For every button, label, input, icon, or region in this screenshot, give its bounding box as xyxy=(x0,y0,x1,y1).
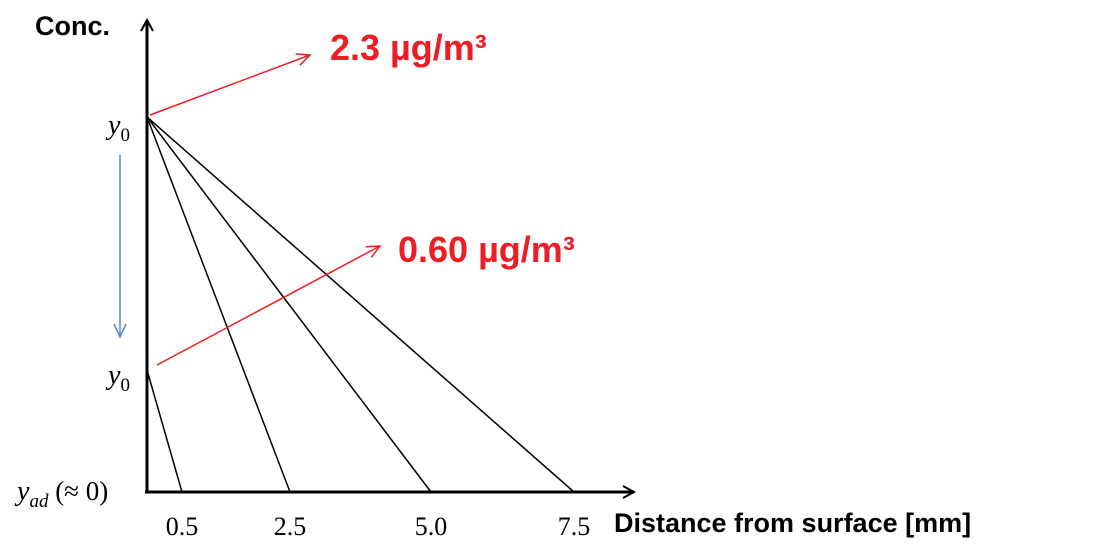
x-tick-label: 0.5 xyxy=(166,512,199,541)
profile-line-lower-0-5 xyxy=(146,369,183,493)
x-tick-label: 7.5 xyxy=(558,512,591,541)
y-label-origin: yad (≈ 0) xyxy=(14,476,108,512)
y-label-lower: y0 xyxy=(105,360,130,396)
lower-concentration-value: 0.60 µg/m³ xyxy=(398,229,575,270)
x-axis-label: Distance from surface [mm] xyxy=(614,508,971,538)
y-label-upper: y0 xyxy=(105,110,130,146)
lower-annotation-arrow xyxy=(156,245,382,366)
profile-line-upper-7-5 xyxy=(146,116,575,493)
profile-line-upper-5-0 xyxy=(146,116,432,493)
upper-concentration-value: 2.3 µg/m³ xyxy=(330,27,487,68)
y-axis-label: Conc. xyxy=(35,11,110,41)
upper-annotation-arrow xyxy=(149,53,312,116)
profile-line-upper-2-5 xyxy=(146,116,291,493)
x-tick-label: 5.0 xyxy=(415,512,448,541)
x-tick-label: 2.5 xyxy=(274,512,307,541)
